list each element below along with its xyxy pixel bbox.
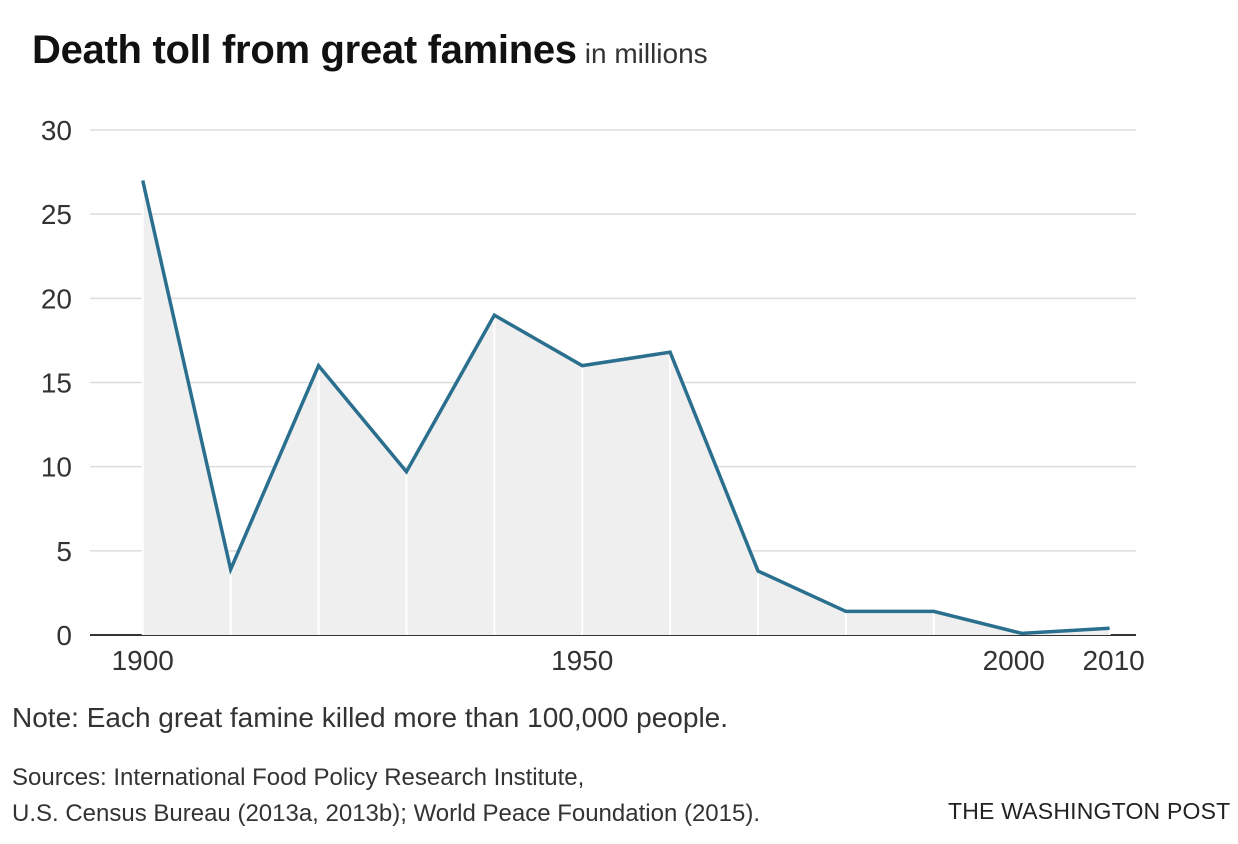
area-layer bbox=[141, 180, 1111, 635]
area-fill bbox=[142, 180, 1110, 635]
y-tick-label: 10 bbox=[41, 452, 72, 483]
sources-line-2: U.S. Census Bureau (2013a, 2013b); World… bbox=[12, 800, 761, 827]
chart-header: Death toll from great famines in millions bbox=[32, 28, 708, 73]
y-tick-label: 15 bbox=[41, 368, 72, 399]
y-tick-label: 25 bbox=[41, 199, 72, 230]
line-layer bbox=[141, 180, 1110, 636]
x-tick-label: 1900 bbox=[112, 645, 174, 676]
x-tick-label: 2000 bbox=[983, 645, 1045, 676]
y-tick-label: 5 bbox=[56, 536, 72, 567]
chart-note: Note: Each great famine killed more than… bbox=[12, 702, 729, 733]
chart-title: Death toll from great famines bbox=[32, 28, 577, 72]
x-tick-label: 2010 bbox=[1082, 645, 1144, 676]
series-line bbox=[141, 180, 1110, 636]
publisher-credit: THE WASHINGTON POST bbox=[948, 798, 1231, 824]
chart-sources: Sources: International Food Policy Resea… bbox=[12, 760, 760, 832]
chart-subtitle: in millions bbox=[584, 38, 708, 69]
tick-layer: 0 5 10 15 20 25 30 1900 1950 2000 2010 bbox=[41, 115, 1145, 676]
x-tick-label: 1950 bbox=[551, 645, 613, 676]
y-tick-label: 20 bbox=[41, 283, 72, 314]
y-tick-label: 30 bbox=[41, 115, 72, 146]
y-tick-label: 0 bbox=[56, 620, 72, 651]
sources-line-1: Sources: International Food Policy Resea… bbox=[12, 764, 585, 791]
